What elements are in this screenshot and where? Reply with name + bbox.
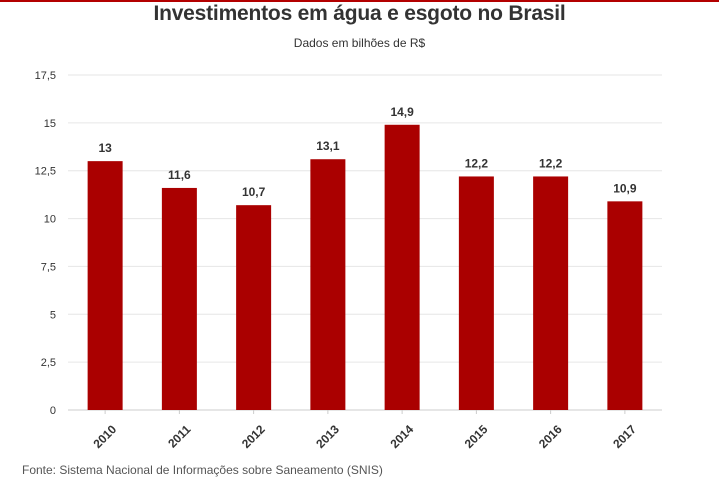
y-axis-ticks: 0 2,5 5 7,5 10 12,5 15 17,5 bbox=[35, 70, 56, 417]
source-note: Fonte: Sistema Nacional de Informações s… bbox=[22, 463, 383, 477]
data-label: 10,9 bbox=[613, 181, 637, 195]
data-label: 14,9 bbox=[390, 105, 414, 119]
x-axis-ticks: 2010 2011 2012 2013 2014 2015 2016 2017 bbox=[90, 410, 639, 451]
x-tick-label: 2016 bbox=[536, 422, 565, 451]
x-tick-label: 2015 bbox=[462, 422, 491, 451]
x-tick-label: 2017 bbox=[610, 422, 639, 451]
bar bbox=[161, 187, 197, 410]
y-tick-label: 0 bbox=[50, 405, 56, 417]
data-labels: 13 11,6 10,7 13,1 14,9 12,2 12,2 10,9 bbox=[98, 105, 636, 199]
data-label: 12,2 bbox=[465, 156, 489, 170]
data-label: 13,1 bbox=[316, 139, 340, 153]
y-tick-label: 5 bbox=[50, 309, 56, 321]
bar bbox=[533, 176, 569, 410]
x-tick-label: 2014 bbox=[387, 422, 416, 451]
y-tick-label: 17,5 bbox=[35, 70, 56, 82]
top-accent-rule bbox=[0, 0, 719, 2]
data-label: 10,7 bbox=[242, 185, 266, 199]
x-tick-label: 2013 bbox=[313, 422, 342, 451]
data-label: 11,6 bbox=[168, 168, 191, 182]
data-label: 12,2 bbox=[539, 156, 563, 170]
y-tick-label: 12,5 bbox=[35, 166, 56, 178]
chart-subtitle: Dados em bilhões de R$ bbox=[293, 36, 426, 50]
bars bbox=[87, 124, 643, 411]
y-tick-label: 2,5 bbox=[41, 357, 56, 369]
bar bbox=[310, 159, 346, 410]
x-tick-label: 2010 bbox=[90, 422, 119, 451]
y-tick-label: 7,5 bbox=[41, 261, 56, 273]
data-label: 13 bbox=[98, 141, 112, 155]
bar bbox=[236, 205, 272, 410]
y-tick-label: 15 bbox=[44, 118, 56, 130]
x-tick-label: 2012 bbox=[239, 422, 268, 451]
bar bbox=[87, 161, 123, 410]
grid-lines bbox=[68, 74, 662, 411]
bar bbox=[607, 201, 643, 410]
bar bbox=[458, 176, 494, 410]
x-tick-label: 2011 bbox=[165, 422, 194, 451]
chart-title: Investimentos em água e esgoto no Brasil bbox=[153, 2, 566, 25]
y-tick-label: 10 bbox=[44, 214, 56, 226]
bar bbox=[384, 124, 420, 411]
